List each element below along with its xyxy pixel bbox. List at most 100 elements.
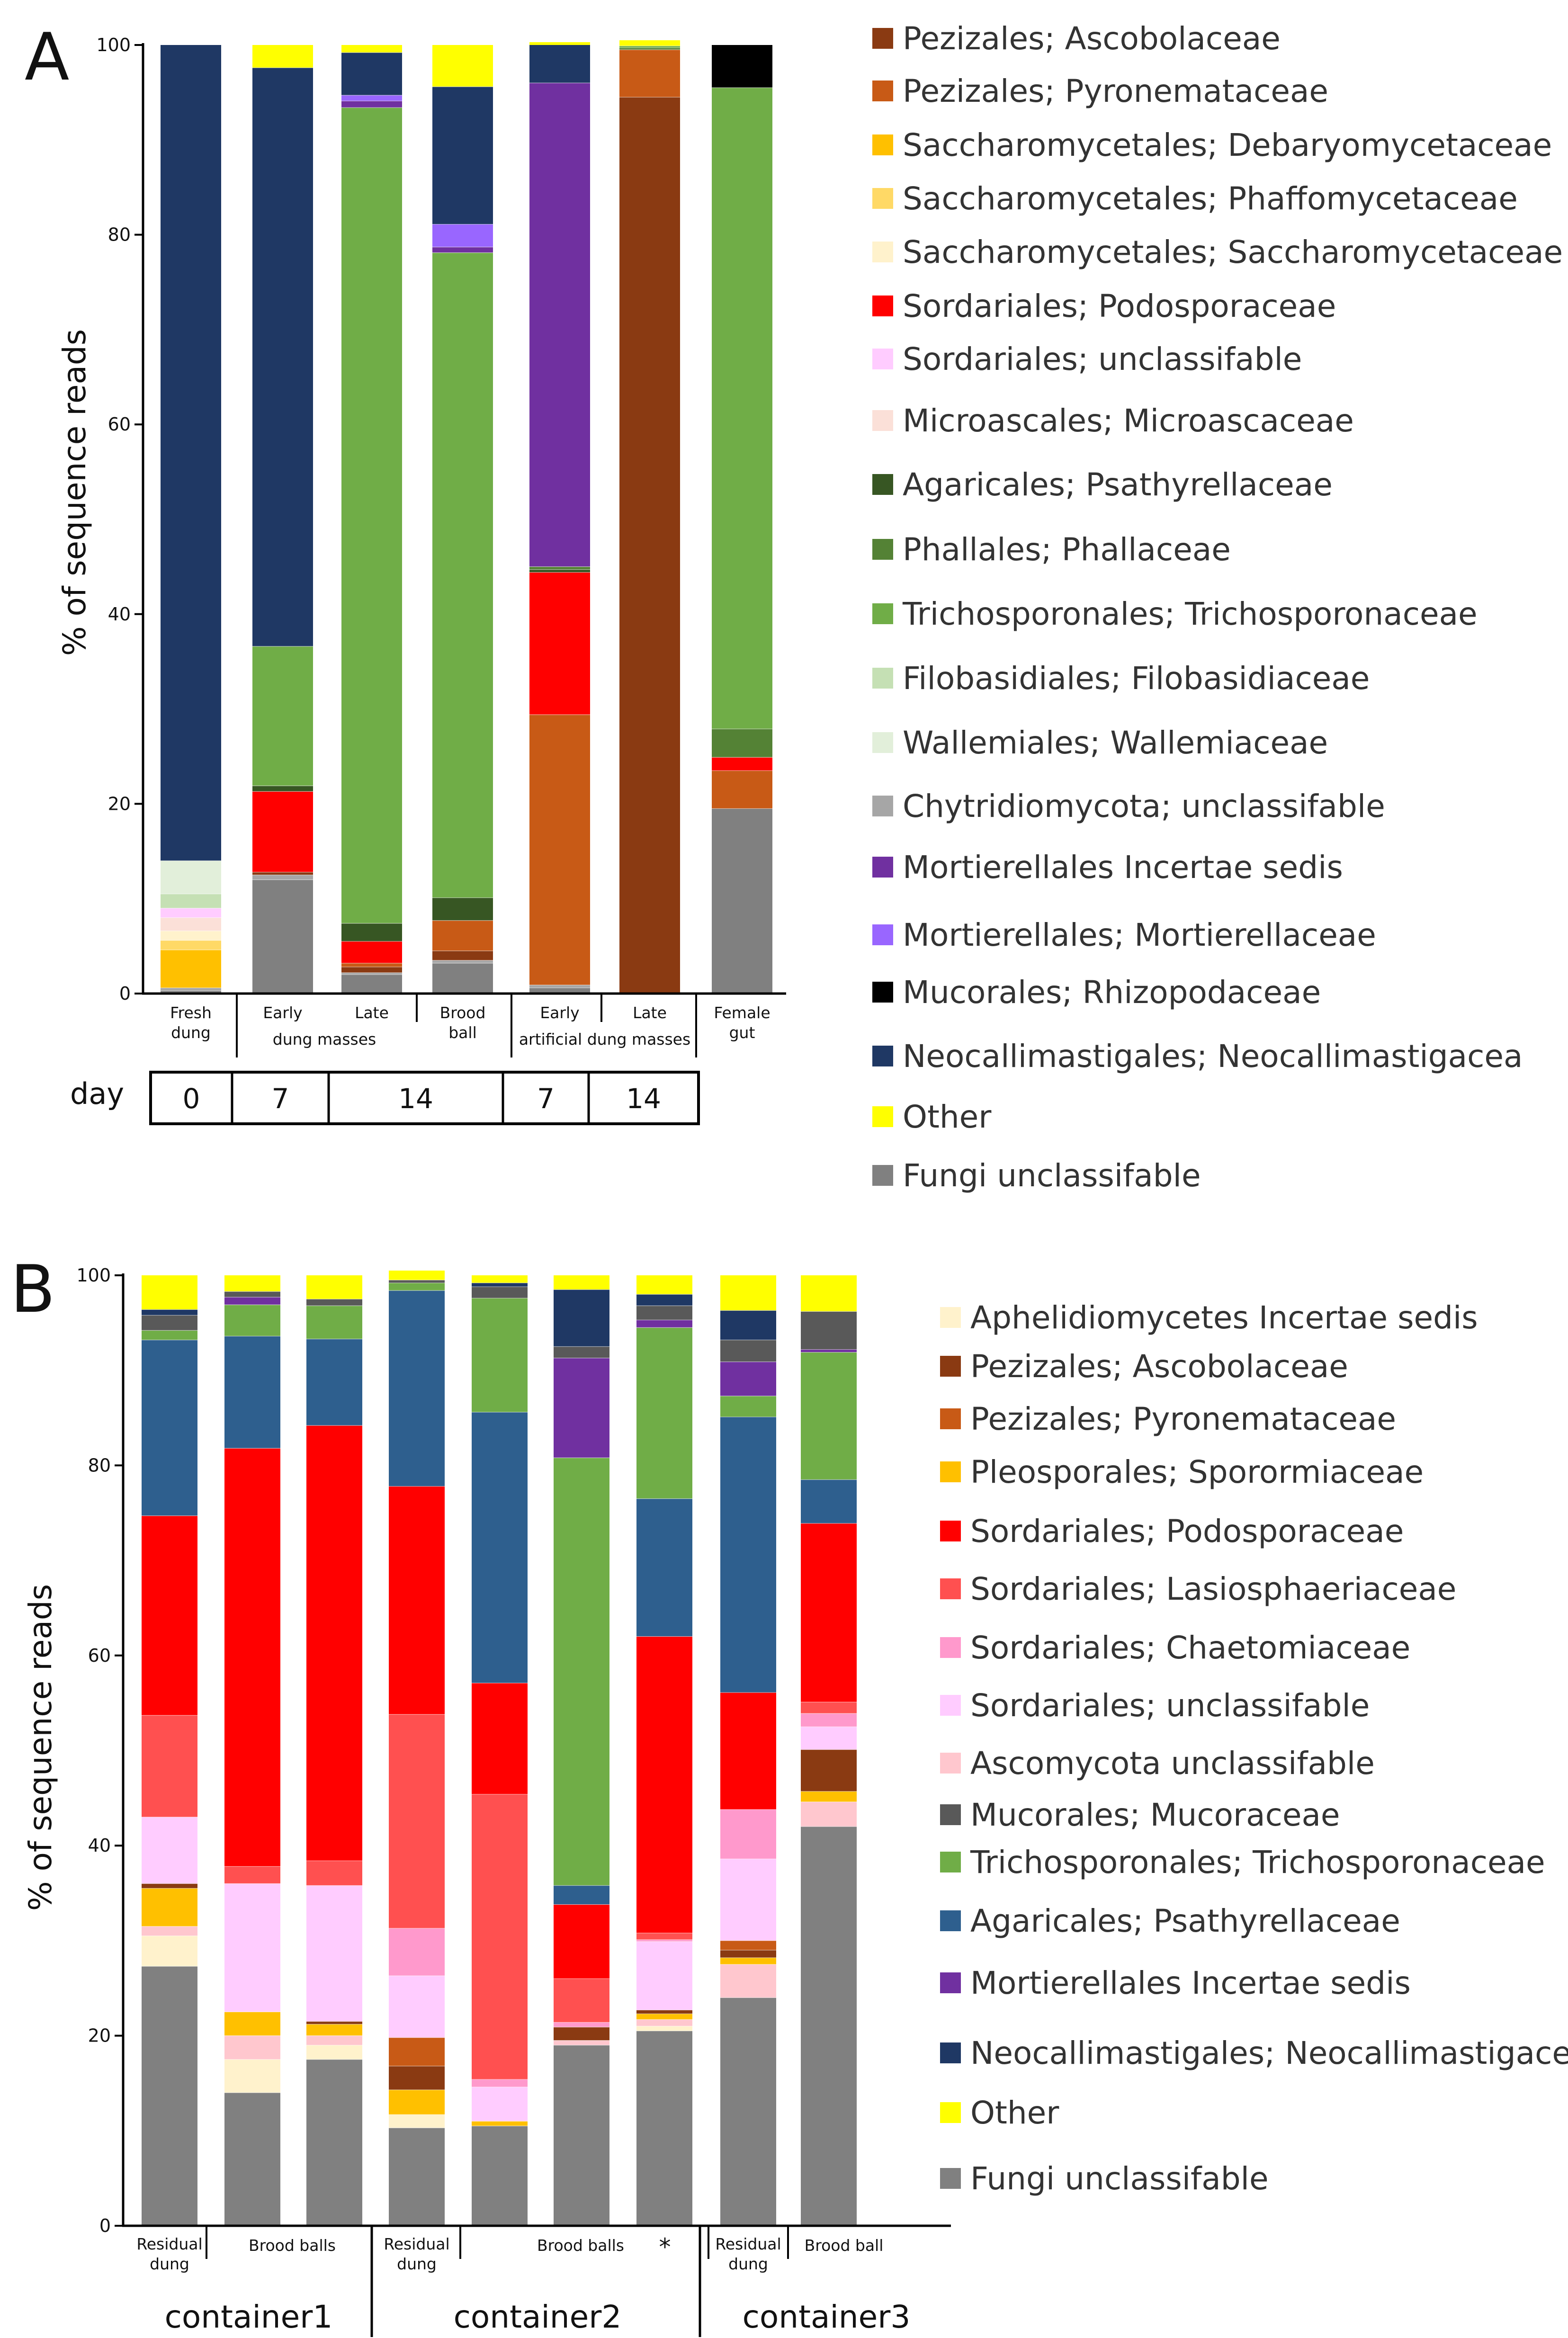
panel-b-container-axis: container1 container2 container3 (165, 2226, 910, 2337)
legend-swatch (940, 1753, 961, 1774)
legend-swatch (872, 796, 893, 816)
legend-label: Other (970, 2095, 1059, 2131)
bar-stack-7 (636, 1275, 692, 2226)
legend-label: Pezizales; Ascobolaceae (970, 1348, 1348, 1385)
legend-swatch (940, 1408, 961, 1429)
y-tick-label: 100 (96, 35, 131, 55)
legend-swatch (940, 1307, 961, 1328)
panel-b-category-labels: Residual dung Residual dung Residual dung (136, 2235, 781, 2273)
bar-segment-neocallimastigales-neocallimastigacea (252, 68, 313, 646)
bar-segment-other (224, 1275, 280, 1292)
bar-segment-other (306, 1275, 362, 1299)
category-label: Female (714, 1003, 770, 1022)
bar-segment-other (472, 1275, 528, 1283)
legend-swatch (872, 539, 893, 560)
bar-segment-fungi-unclassifable (529, 987, 590, 994)
day-value: 14 (398, 1083, 433, 1115)
bar-segment-saccharomycetales-phaffomycetaceae (161, 940, 221, 950)
bar-segment-trichosporonales-trichosporonaceae (619, 46, 680, 48)
bar-segment-mucorales-mucoraceae (306, 1299, 362, 1306)
category-label: dung (728, 2255, 768, 2273)
bar-segment-fungi-unclassifable (720, 1998, 776, 2226)
bar-segment-trichosporonales-trichosporonaceae (801, 1352, 857, 1480)
legend-swatch (872, 603, 893, 624)
legend-label: Aphelidiomycetes Incertae sedis (970, 1299, 1478, 1336)
panel-b-group-brood-balls-2: Brood balls (537, 2236, 624, 2255)
legend-label: Wallemiales; Wallemiaceae (903, 725, 1328, 761)
bar-segment-sordariales-unclassifable (801, 1727, 857, 1750)
bar-segment-mortierellales-mortierellaceae (432, 224, 493, 247)
panel-a-group-artificial-dung-masses: artificial dung masses (519, 1030, 690, 1048)
bar-segment-aphelidiomycetes-incertae-sedis (142, 1935, 197, 1967)
bar-segment-pleosporales-sporormiaceae (306, 2024, 362, 2036)
bar-segment-sordariales-podosporaceae (306, 1425, 362, 1861)
bar-segment-pezizales-pyronemataceae (720, 1940, 776, 1950)
bar-segment-pleosporales-sporormiaceae (389, 2089, 445, 2115)
category-label: dung (150, 2255, 189, 2273)
panel-b-bars (142, 1270, 857, 2226)
bar-segment-fungi-unclassifable (554, 2045, 609, 2226)
panel-a-group-dung-masses: dung masses (273, 1030, 376, 1048)
bar-segment-agaricales-psathyrellaceae (432, 897, 493, 921)
legend-label: Phallales; Phallaceae (903, 531, 1231, 568)
legend-item-pezizales-ascobolaceae: Pezizales; Ascobolaceae (872, 20, 1281, 57)
legend-swatch (872, 924, 893, 945)
bar-segment-sordariales-podosporaceae (801, 1523, 857, 1702)
bar-segment-trichosporonales-trichosporonaceae (341, 107, 402, 923)
legend-label: Neocallimastigales; Neocallimastigacea (903, 1038, 1523, 1075)
legend-label: Mortierellales; Mortierellaceae (903, 917, 1376, 953)
legend-item-neocallimastigales-neocallimastigacea: Neocallimastigales; Neocallimastigacea (940, 2035, 1568, 2071)
bar-segment-sordariales-podosporaceae (712, 757, 772, 771)
legend-swatch (940, 2102, 961, 2123)
category-label: gut (729, 1023, 755, 1042)
bar-segment-trichosporonales-trichosporonaceae (389, 1283, 445, 1291)
bar-segment-pleosporales-sporormiaceae (472, 2121, 528, 2126)
bar-segment-sordariales-lasiosphaeriaceae (142, 1715, 197, 1817)
bar-segment-sordariales-lasiosphaeriaceae (389, 1714, 445, 1928)
legend-swatch (940, 1910, 961, 1931)
bar-segment-other (529, 42, 590, 45)
bar-segment-other (801, 1275, 857, 1312)
bar-segment-fungi-unclassifable (432, 963, 493, 994)
legend-item-fungi-unclassifable: Fungi unclassifable (940, 2160, 1269, 2197)
bar-segment-ascomycota-unclassifable (720, 1964, 776, 1998)
bar-segment-sordariales-lasiosphaeriaceae (636, 1933, 692, 1940)
bar-segment-trichosporonales-trichosporonaceae (432, 252, 493, 898)
bar-segment-neocallimastigales-neocallimastigacea (161, 45, 221, 861)
legend-item-filobasidiales-filobasidiaceae: Filobasidiales; Filobasidiaceae (872, 660, 1370, 697)
day-value: 0 (183, 1083, 200, 1115)
bar-segment-mucorales-mucoraceae (224, 1291, 280, 1298)
bar-segment-sordariales-podosporaceae (554, 1904, 609, 1979)
bar-segment-neocallimastigales-neocallimastigacea (432, 87, 493, 224)
legend-label: Neocallimastigales; Neocallimastigacea (970, 2035, 1568, 2071)
bar-segment-neocallimastigales-neocallimastigacea (720, 1310, 776, 1340)
legend-label: Microascales; Microascaceae (903, 403, 1354, 439)
bar-segment-neocallimastigales-neocallimastigacea (142, 1309, 197, 1316)
bar-segment-neocallimastigales-neocallimastigacea (636, 1294, 692, 1306)
category-label: Residual (384, 2235, 449, 2253)
bar-segment-pezizales-pyronemataceae (341, 963, 402, 967)
category-label: Residual (715, 2235, 781, 2253)
panel-b-axes (122, 1273, 951, 2259)
bar-segment-agaricales-psathyrellaceae (341, 923, 402, 941)
bar-segment-trichosporonales-trichosporonaceae (306, 1306, 362, 1339)
legend-swatch (940, 1695, 961, 1716)
bar-segment-pleosporales-sporormiaceae (636, 2014, 692, 2020)
legend-swatch (940, 2168, 961, 2189)
bar-segment-sordariales-podosporaceae (224, 1448, 280, 1867)
y-tick-label: 80 (108, 224, 131, 245)
bar-segment-pezizales-ascobolaceae (142, 1883, 197, 1889)
legend-swatch (872, 410, 893, 431)
legend-label: Mortierellales Incertae sedis (970, 1965, 1411, 2001)
legend-item-trichosporonales-trichosporonaceae: Trichosporonales; Trichosporonaceae (872, 596, 1478, 632)
legend-swatch (872, 982, 893, 1003)
legend-label: Sordariales; unclassifable (970, 1687, 1370, 1724)
legend-swatch (872, 1165, 893, 1186)
legend-item-sordariales-unclassifable: Sordariales; unclassifable (940, 1687, 1370, 1724)
legend-swatch (872, 296, 893, 316)
bar-segment-pezizales-ascobolaceae (432, 950, 493, 960)
bar-segment-agaricales-psathyrellaceae-b (142, 1340, 197, 1516)
bar-segment-trichosporonales-trichosporonaceae (720, 1396, 776, 1417)
legend-label: Pezizales; Ascobolaceae (903, 20, 1281, 57)
bar-segment-fungi-unclassifable (306, 2059, 362, 2226)
